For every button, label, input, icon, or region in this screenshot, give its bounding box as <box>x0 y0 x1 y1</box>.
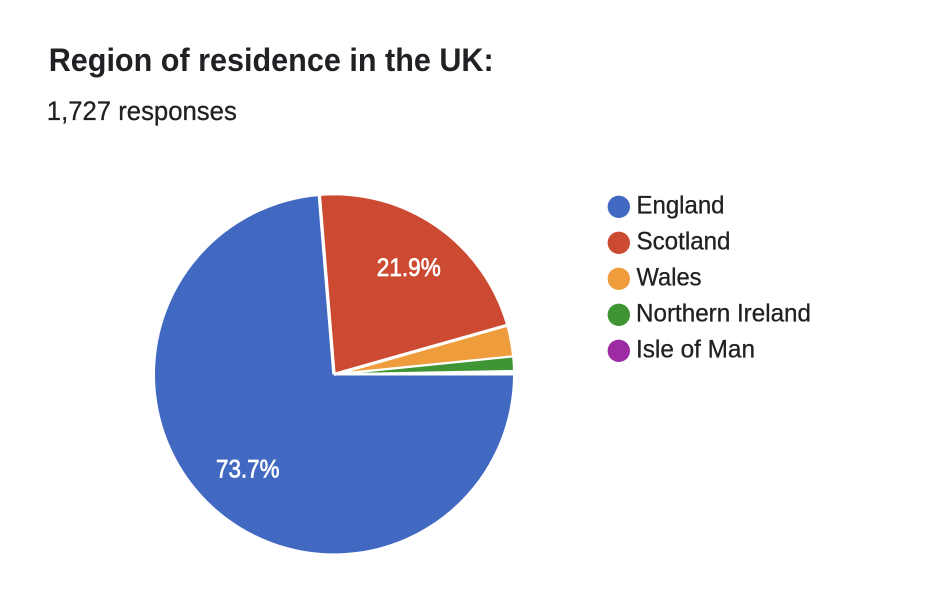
svg-text:Region of residence in the UK:: Region of residence in the UK: <box>49 42 494 78</box>
svg-text:England: England <box>637 191 725 219</box>
svg-text:1,727 responses: 1,727 responses <box>47 96 237 126</box>
svg-text:73.7%: 73.7% <box>216 456 280 484</box>
svg-text:21.9%: 21.9% <box>377 254 441 282</box>
svg-text:Northern Ireland: Northern Ireland <box>636 299 811 327</box>
svg-text:Wales: Wales <box>637 263 702 291</box>
svg-text:Scotland: Scotland <box>637 227 731 255</box>
svg-text:Isle of Man: Isle of Man <box>636 335 755 363</box>
